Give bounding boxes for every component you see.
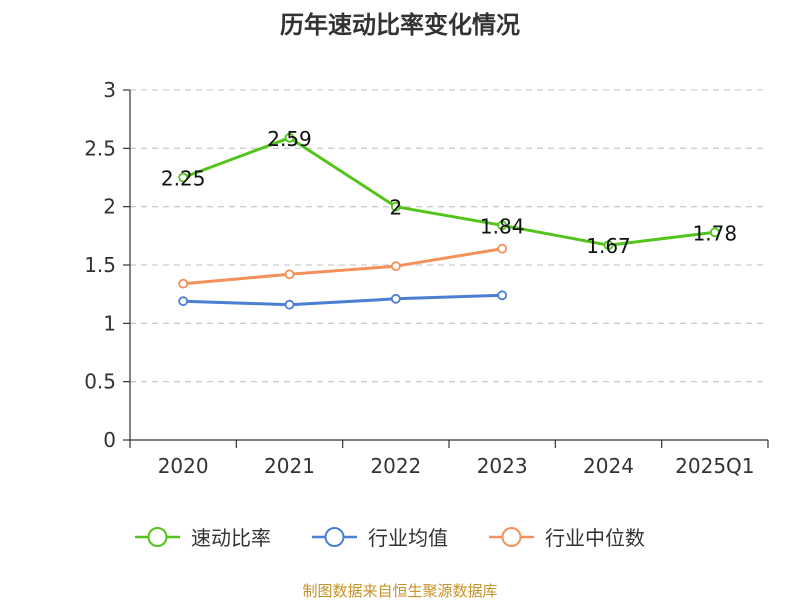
data-label: 1.78 — [693, 221, 738, 245]
y-tick-label: 1 — [103, 311, 116, 335]
series-line-2 — [183, 247, 503, 286]
legend-marker-icon — [147, 527, 168, 547]
series-line-1 — [183, 293, 503, 307]
data-point[interactable] — [178, 296, 189, 307]
data-point[interactable] — [284, 132, 295, 143]
y-tick-label: 2 — [103, 195, 116, 219]
data-label: 2 — [389, 196, 402, 220]
x-tick-label: 2020 — [158, 454, 209, 478]
x-tick-label: 2023 — [477, 454, 528, 478]
legend-item-0[interactable]: 速动比率 — [135, 526, 271, 550]
grid — [130, 89, 768, 383]
data-point[interactable] — [178, 278, 189, 289]
data-point[interactable] — [497, 243, 508, 254]
data-label: 1.84 — [480, 214, 525, 238]
data-point[interactable] — [390, 201, 401, 212]
y-tick-label: 3 — [103, 78, 116, 102]
legend[interactable]: 速动比率 行业均值 行业中位数 — [135, 526, 645, 550]
data-point[interactable] — [497, 290, 508, 301]
series-line-0 — [182, 136, 715, 247]
y-tick-label: 2.5 — [84, 136, 116, 160]
y-tick-label: 1.5 — [84, 253, 116, 277]
axes: 0 0.5 1 1.5 2 2.5 3 2020 2021 2022 2023 2024 2025Q1 — [84, 78, 769, 478]
data-point[interactable] — [709, 227, 720, 238]
data-label: 1.67 — [586, 234, 631, 258]
data-point[interactable] — [497, 220, 508, 231]
source-note: 制图数据来自恒生聚源数据库 — [302, 582, 497, 600]
legend-label: 速动比率 — [191, 526, 271, 550]
data-point[interactable] — [284, 299, 295, 310]
data-point[interactable] — [390, 293, 401, 304]
data-point[interactable] — [284, 269, 295, 280]
x-tick-label: 2021 — [264, 454, 315, 478]
legend-label: 行业中位数 — [545, 526, 645, 550]
y-tick-label: 0.5 — [84, 370, 116, 394]
data-point[interactable] — [390, 261, 401, 272]
x-tick-label: 2025Q1 — [675, 454, 754, 478]
chart-title: 历年速动比率变化情况 — [280, 11, 520, 39]
legend-item-2[interactable]: 行业中位数 — [489, 526, 645, 550]
data-label: 2.25 — [161, 167, 206, 191]
data-labels: 2.25 2.59 2 1.84 1.67 1.78 — [161, 127, 737, 258]
legend-item-1[interactable]: 行业均值 — [312, 526, 448, 550]
legend-marker-icon — [324, 527, 345, 547]
x-tick-label: 2022 — [370, 454, 421, 478]
series-group — [178, 132, 720, 310]
data-label: 2.59 — [267, 127, 312, 151]
legend-marker-icon — [501, 527, 522, 547]
data-point[interactable] — [603, 240, 614, 251]
data-point[interactable] — [178, 172, 189, 183]
legend-label: 行业均值 — [368, 526, 448, 550]
x-tick-label: 2024 — [583, 454, 634, 478]
y-tick-label: 0 — [103, 428, 116, 452]
